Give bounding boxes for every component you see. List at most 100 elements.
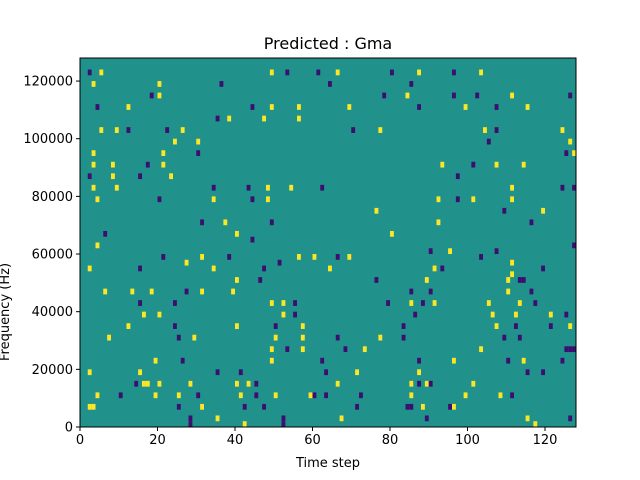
heatmap-cell <box>297 115 301 122</box>
heatmap-cell <box>494 104 499 110</box>
heatmap-cell <box>95 242 100 249</box>
heatmap-cell <box>246 184 251 191</box>
heatmap-cell <box>196 150 201 157</box>
heatmap-cell <box>95 392 100 399</box>
heatmap-cell <box>231 288 235 295</box>
heatmap-cell <box>281 300 286 306</box>
heatmap-cell <box>409 380 414 387</box>
heatmap-cell <box>91 150 96 157</box>
heatmap-cell <box>300 346 305 353</box>
heatmap-cell <box>103 230 108 237</box>
heatmap-cell <box>347 254 352 260</box>
heatmap-cell <box>138 369 142 376</box>
heatmap-cell <box>316 69 321 76</box>
heatmap-cell <box>568 92 573 99</box>
heatmap-cell <box>417 104 421 110</box>
heatmap-cell <box>335 254 340 260</box>
heatmap-cell <box>169 173 173 180</box>
heatmap-cell <box>227 254 232 260</box>
heatmap-cell <box>355 369 359 376</box>
heatmap-cell <box>289 184 294 191</box>
heatmap-cell <box>572 346 576 353</box>
heatmap-cell <box>269 69 274 76</box>
heatmap-cell <box>448 403 452 410</box>
heatmap-cell <box>266 196 270 203</box>
heatmap-cell <box>405 403 410 410</box>
heatmap-cell <box>235 230 239 237</box>
heatmap-cell <box>572 184 576 191</box>
heatmap-cell <box>568 346 573 353</box>
heatmap-cell <box>138 265 142 272</box>
heatmap-cell <box>421 300 425 306</box>
heatmap-cell <box>502 334 507 341</box>
heatmap-cell <box>312 254 317 260</box>
heatmap-cell <box>173 138 177 145</box>
x-tick-label: 40 <box>227 433 244 448</box>
heatmap-cell <box>277 259 282 266</box>
heatmap-cell <box>262 115 266 122</box>
heatmap-cell <box>269 104 274 110</box>
heatmap-cell <box>382 92 387 99</box>
heatmap-cell <box>390 230 394 237</box>
heatmap-cell <box>134 380 139 387</box>
heatmap-cell <box>180 127 185 133</box>
heatmap-cell <box>486 138 491 145</box>
heatmap-cell <box>455 196 460 203</box>
heatmap-cell <box>285 69 290 76</box>
heatmap-cell <box>479 346 483 353</box>
heatmap-cell <box>510 392 514 399</box>
heatmap-cell <box>95 104 100 110</box>
heatmap-cell <box>126 104 131 110</box>
heatmap-cell <box>293 311 297 318</box>
heatmap-cell <box>479 254 483 260</box>
heatmap-cell <box>521 161 526 168</box>
heatmap-cell <box>273 334 278 341</box>
y-axis: 0 20000 40000 60000 80000 100000 120000 <box>23 75 80 436</box>
heatmap-cell <box>506 277 511 283</box>
heatmap-cell <box>572 150 576 157</box>
heatmap-cell <box>142 311 146 318</box>
heatmap-cell <box>99 127 104 133</box>
heatmap-cell <box>355 403 359 410</box>
y-tick-label: 120000 <box>23 75 73 90</box>
heatmap-cell <box>417 69 421 76</box>
heatmap-cell <box>126 323 131 329</box>
heatmap-cell <box>269 219 274 226</box>
heatmap-cell <box>269 346 274 353</box>
y-tick-label: 100000 <box>23 132 73 147</box>
heatmap-cell <box>157 92 162 99</box>
heatmap-cell <box>378 127 383 133</box>
heatmap-cell <box>157 380 162 387</box>
heatmap-cell <box>525 369 530 376</box>
heatmap-cell <box>506 288 511 295</box>
heatmap-cell <box>126 127 131 133</box>
heatmap-cell <box>157 196 162 203</box>
heatmap-cell <box>254 380 259 387</box>
heatmap-cell <box>192 334 197 341</box>
x-tick-label: 80 <box>382 433 399 448</box>
heatmap-cell <box>343 346 348 353</box>
heatmap-cell <box>564 150 569 157</box>
heatmap-cell <box>432 265 437 272</box>
heatmap-cell <box>436 219 441 226</box>
y-tick-label: 0 <box>65 421 73 436</box>
heatmap-cell <box>541 369 545 376</box>
heatmap-cell <box>262 403 266 410</box>
heatmap-cell <box>215 115 220 122</box>
heatmap-cell <box>281 415 286 422</box>
heatmap-cell <box>428 288 433 295</box>
heatmap-cell <box>266 184 270 191</box>
heatmap-cell <box>483 127 487 133</box>
heatmap-cell <box>273 323 278 329</box>
heatmap-cell <box>297 104 301 110</box>
heatmap-cell <box>335 69 340 76</box>
heatmap-cell <box>510 259 514 266</box>
heatmap-cell <box>409 300 414 306</box>
heatmap-cell <box>103 288 108 295</box>
heatmap-cell <box>568 138 573 145</box>
heatmap-cell <box>448 248 452 255</box>
heatmap-cell <box>250 236 255 243</box>
heatmap-cell <box>235 380 239 387</box>
heatmap-cell <box>250 104 255 110</box>
y-axis-label: Frequency (Hz) <box>0 263 13 361</box>
